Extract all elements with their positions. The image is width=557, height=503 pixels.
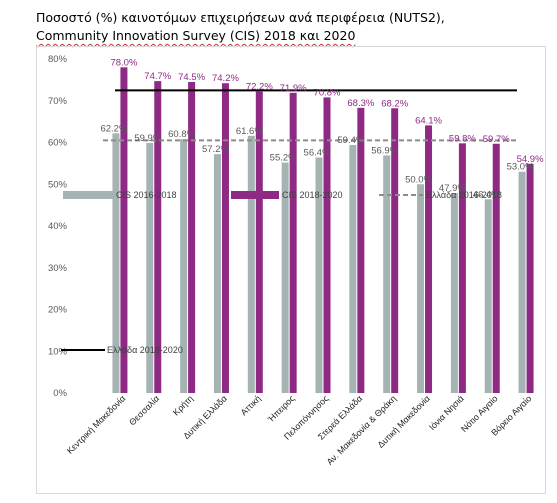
category-label: Κρήτη (171, 393, 195, 417)
bar-cis-2018-2020 (188, 81, 196, 394)
chart-frame: 0% 10% 20% 30% 40% 50% 60% 70% 80% 62.2% 78.0% 59.9… (36, 46, 546, 494)
legend-label-greece-2018-2020: Ελλάδα 2018-2020 (107, 345, 183, 355)
chart-title-line-2: Community Innovation Survey (CIS) 2018 κ… (36, 28, 356, 43)
data-label-cis-2016-2018: 57.2% (202, 144, 229, 155)
bar-cis-2018-2020 (492, 143, 500, 393)
bar-cis-2016-2018 (180, 139, 188, 393)
legend-label-cis-2018-2020: CIS 2018-2020 (282, 190, 343, 200)
bar-cis-2016-2018 (349, 145, 357, 393)
bar-cis-2018-2020 (221, 83, 229, 393)
data-label-cis-2016-2018: 62.2% (100, 123, 127, 134)
data-label-cis-2018-2020: 68.2% (381, 98, 408, 109)
data-label-cis-2018-2020: 78.0% (110, 57, 137, 68)
category-label: Κεντρική Μακεδονία (65, 393, 127, 455)
data-label-cis-2016-2018: 53.0% (507, 162, 534, 173)
data-label-cis-2016-2018: 56.9% (371, 145, 398, 156)
y-tick-label: 60% (48, 138, 68, 149)
bar-cis-2018-2020 (425, 125, 433, 393)
bar-cis-2018-2020 (526, 163, 534, 393)
data-label-cis-2016-2018: 59.4% (337, 135, 364, 146)
data-label-cis-2018-2020: 68.3% (347, 98, 374, 109)
data-label-cis-2016-2018: 59.9% (134, 133, 161, 144)
bar-cis-2016-2018 (417, 184, 425, 393)
bar-cis-2016-2018 (484, 199, 492, 393)
bar-cis-2018-2020 (357, 107, 365, 393)
bar-cis-2016-2018 (383, 155, 391, 393)
legend-label-cis-2016-2018: CIS 2016-2018 (116, 190, 177, 200)
y-tick-label: 20% (48, 305, 68, 316)
data-label-cis-2018-2020: 59.7% (483, 134, 510, 145)
data-label-cis-2018-2020: 71.9% (280, 83, 307, 94)
legend-label-greece-2016-2018: Ελλάδα 2016-2018 (426, 190, 502, 200)
bar-cis-2018-2020 (458, 143, 466, 393)
bar-cis-2016-2018 (213, 154, 221, 393)
y-tick-label: 50% (48, 179, 68, 190)
data-label-cis-2018-2020: 70.8% (314, 87, 341, 98)
y-tick-label: 0% (53, 388, 67, 399)
data-label-cis-2018-2020: 64.1% (415, 115, 442, 126)
category-label: Ήπειρος (265, 393, 296, 424)
bar-cis-2018-2020 (120, 67, 128, 393)
category-label: Αττική (239, 393, 263, 417)
category-label: Θεσσαλία (127, 393, 161, 427)
data-label-cis-2018-2020: 72.2% (246, 82, 273, 93)
y-tick-label: 80% (48, 54, 68, 65)
bar-cis-2016-2018 (112, 133, 120, 393)
bar-cis-2016-2018 (247, 135, 255, 393)
y-tick-label: 70% (48, 96, 68, 107)
data-label-cis-2016-2018: 46.4% (473, 189, 500, 200)
chart-title-line-1: Ποσοστό (%) καινοτόμων επιχειρήσεων ανά … (36, 10, 445, 25)
data-label-cis-2016-2018: 47.9% (439, 183, 466, 194)
bar-cis-2018-2020 (391, 108, 399, 393)
data-label-cis-2018-2020: 74.5% (178, 72, 205, 83)
y-tick-label: 40% (48, 221, 68, 232)
bar-cis-2016-2018 (281, 162, 289, 393)
bar-cis-2018-2020 (323, 97, 331, 393)
y-tick-label: 10% (48, 346, 68, 357)
y-tick-label: 30% (48, 263, 68, 274)
data-label-cis-2016-2018: 50.0% (405, 174, 432, 185)
bar-cis-2016-2018 (146, 142, 154, 393)
data-label-cis-2016-2018: 60.8% (168, 129, 195, 140)
data-label-cis-2018-2020: 74.2% (212, 73, 239, 84)
bar-cis-2016-2018 (315, 157, 323, 393)
bar-chart: 0% 10% 20% 30% 40% 50% 60% 70% 80% 62.2% 78.0% 59.9… (48, 54, 544, 467)
data-label-cis-2016-2018: 56.4% (304, 148, 331, 159)
data-label-cis-2018-2020: 59.8% (449, 133, 476, 144)
bar-cis-2018-2020 (154, 81, 162, 393)
bar-cis-2018-2020 (255, 91, 263, 393)
data-label-cis-2016-2018: 55.2% (270, 153, 297, 164)
data-label-cis-2018-2020: 54.9% (517, 154, 544, 165)
bar-cis-2016-2018 (518, 171, 526, 393)
bar-cis-2016-2018 (450, 193, 458, 393)
data-label-cis-2016-2018: 61.6% (236, 126, 263, 137)
bar-cis-2018-2020 (289, 92, 297, 393)
data-label-cis-2018-2020: 74.7% (144, 71, 171, 82)
